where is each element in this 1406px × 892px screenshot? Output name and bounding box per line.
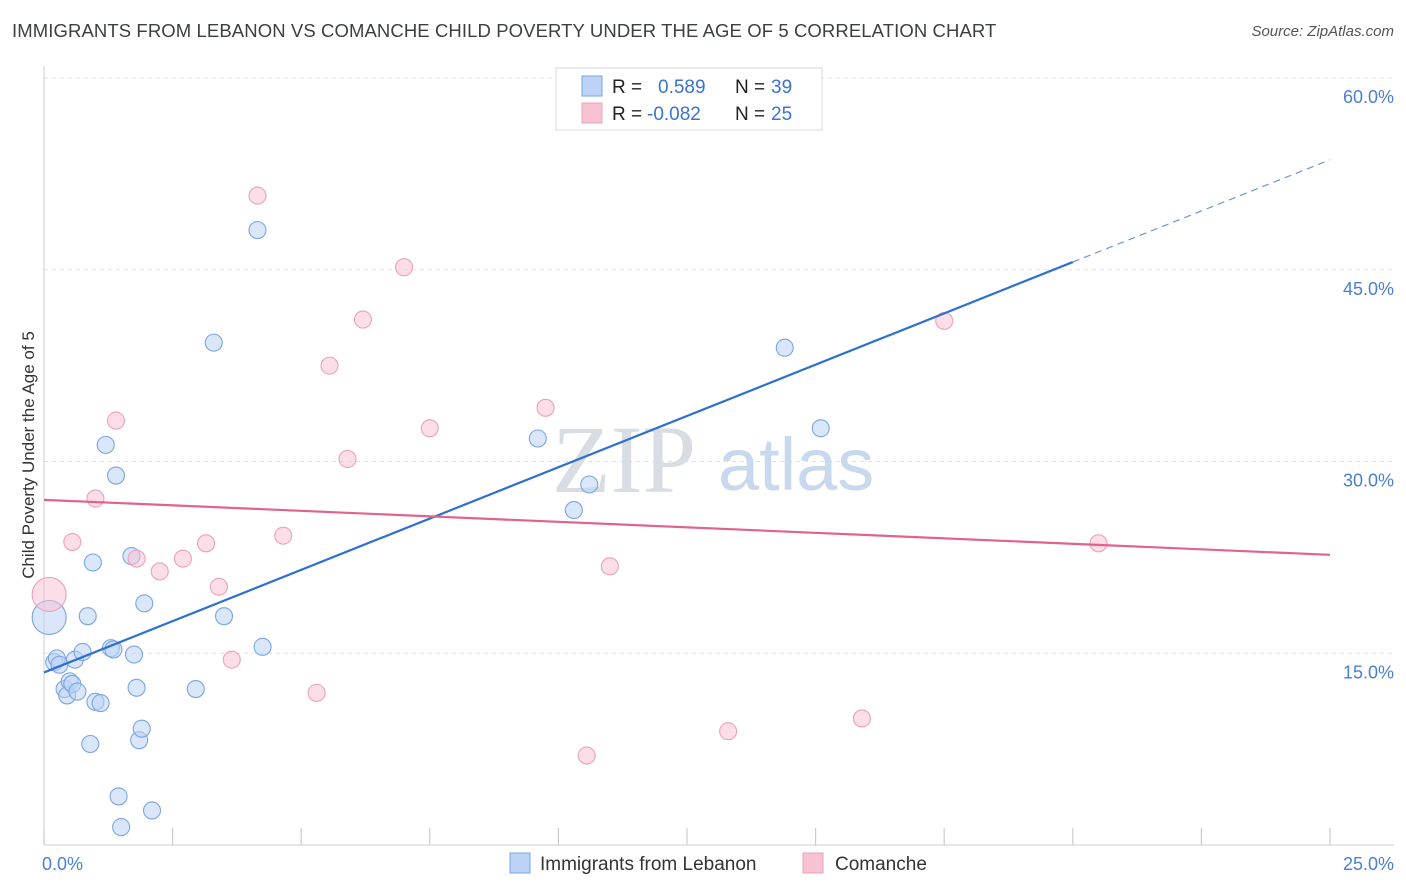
- legend-r-label-2: R =: [612, 104, 642, 125]
- legend-r-value-2: -0.082: [647, 104, 701, 125]
- trend-line-lebanon-extension: [1072, 159, 1331, 263]
- point-comanche-11: [274, 526, 293, 545]
- point-lebanon-9: [68, 682, 87, 701]
- point-lebanon-12: [81, 734, 100, 754]
- point-lebanon-15: [91, 694, 110, 713]
- point-lebanon-16: [96, 435, 115, 454]
- bottom-legend-swatch-blue: [509, 852, 531, 874]
- legend-swatch-blue: [581, 75, 603, 97]
- point-comanche-21: [719, 722, 738, 741]
- point-lebanon-21: [112, 818, 131, 837]
- grid-lines: [44, 77, 1394, 654]
- y-tick-label-1: 30.0%: [1343, 471, 1394, 491]
- point-comanche-20: [600, 557, 619, 576]
- point-lebanon-38: [811, 419, 830, 438]
- point-comanche-3: [106, 411, 126, 430]
- point-lebanon-20: [109, 787, 128, 806]
- point-comanche-1: [63, 532, 82, 552]
- point-lebanon-34: [528, 429, 547, 448]
- point-comanche-8: [209, 577, 228, 596]
- point-lebanon-11: [78, 607, 97, 626]
- chart-title: IMMIGRANTS FROM LEBANON VS COMANCHE CHIL…: [12, 20, 997, 41]
- point-lebanon-36: [580, 475, 599, 494]
- point-comanche-24: [1089, 534, 1108, 553]
- axes: [43, 66, 1394, 846]
- legend-r-label-1: R =: [612, 77, 642, 98]
- point-comanche-2: [86, 489, 105, 508]
- source-label: Source: ZipAtlas.com: [1251, 23, 1394, 40]
- point-lebanon-28: [142, 801, 162, 820]
- legend-n-label-1: N =: [735, 77, 765, 98]
- legend-n-label-2: N =: [735, 104, 765, 125]
- y-tick-label-2: 45.0%: [1343, 279, 1394, 299]
- point-lebanon-19: [106, 466, 126, 485]
- tick-labels: 15.0% 30.0% 45.0% 60.0% 0.0% 25.0%: [42, 87, 1394, 874]
- point-lebanon-31: [214, 607, 234, 626]
- point-comanche-16: [395, 258, 414, 277]
- point-lebanon-13: [83, 553, 102, 572]
- point-lebanon-27: [135, 594, 154, 613]
- x-tick-label-max: 25.0%: [1343, 854, 1394, 874]
- watermark-atlas: atlas: [718, 423, 874, 506]
- point-lebanon-29: [186, 679, 205, 699]
- y-axis-label: Child Poverty Under the Age of 5: [19, 331, 38, 579]
- point-comanche-17: [420, 419, 439, 438]
- legend-r-value-1: 0.589: [658, 77, 706, 98]
- x-tick-label-min: 0.0%: [42, 854, 83, 874]
- point-comanche-19: [577, 746, 596, 765]
- bottom-legend-label-comanche: Comanche: [835, 854, 927, 875]
- bottom-legend-swatch-pink: [802, 852, 824, 874]
- y-tick-label-0: 15.0%: [1343, 662, 1394, 682]
- trend-line-lebanon: [43, 261, 1074, 674]
- trend-lines: [43, 159, 1331, 674]
- point-comanche-18: [536, 398, 555, 417]
- point-comanche-4: [127, 549, 146, 568]
- legend-box: R = 0.589 N = 39 R = -0.082 N = 25: [555, 67, 823, 131]
- point-lebanon-30: [204, 333, 223, 352]
- legend-n-value-1: 39: [771, 77, 792, 98]
- point-comanche-15: [353, 310, 372, 329]
- point-comanche-22: [852, 709, 871, 728]
- point-comanche-13: [320, 356, 339, 375]
- point-lebanon-33: [253, 637, 272, 656]
- point-lebanon-24: [127, 678, 146, 697]
- point-comanche-0: [31, 576, 67, 612]
- trend-line-comanche: [43, 498, 1331, 556]
- point-comanche-10: [248, 186, 267, 205]
- point-lebanon-32: [248, 221, 267, 240]
- legend-swatch-pink: [581, 102, 603, 124]
- bottom-legend-label-lebanon: Immigrants from Lebanon: [540, 854, 757, 875]
- point-lebanon-35: [564, 501, 583, 520]
- point-comanche-6: [173, 549, 192, 568]
- point-comanche-14: [338, 449, 357, 468]
- point-lebanon-26: [132, 719, 151, 738]
- y-tick-label-3: 60.0%: [1343, 87, 1394, 107]
- point-lebanon-23: [124, 645, 144, 664]
- point-comanche-5: [150, 562, 169, 581]
- point-comanche-9: [222, 650, 241, 669]
- bottom-legend: Immigrants from Lebanon Comanche: [509, 852, 927, 875]
- legend-n-value-2: 25: [771, 104, 792, 125]
- point-comanche-12: [307, 683, 326, 702]
- point-lebanon-37: [775, 338, 794, 357]
- data-points: [31, 186, 1108, 837]
- point-comanche-7: [196, 534, 216, 553]
- point-lebanon-18: [104, 640, 123, 659]
